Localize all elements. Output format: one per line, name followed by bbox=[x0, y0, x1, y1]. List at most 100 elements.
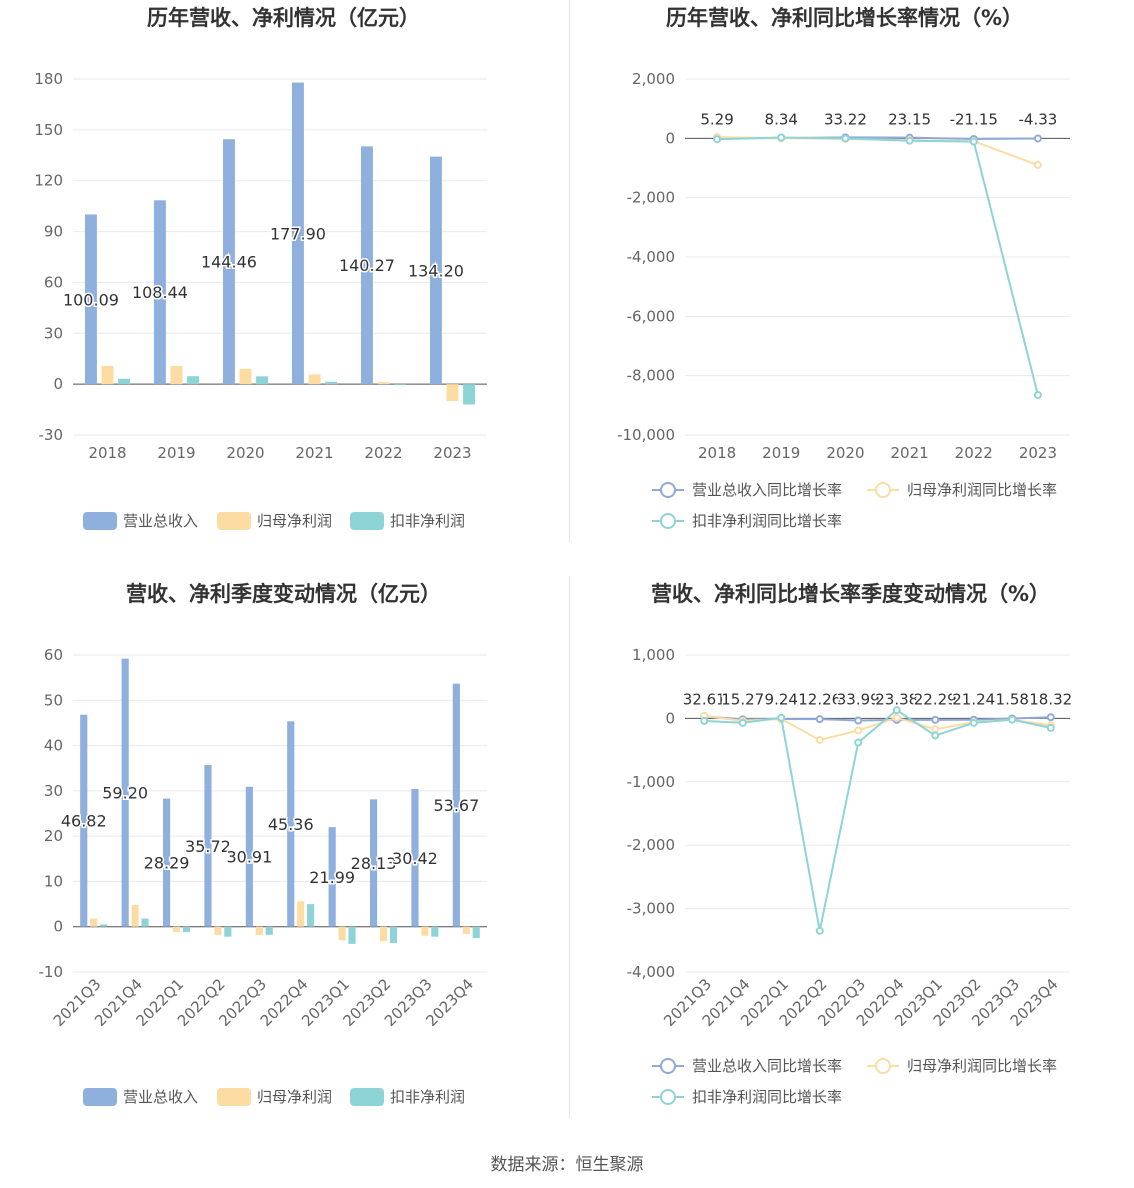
x-tick-label: 2018 bbox=[88, 444, 126, 462]
y-tick-label: 40 bbox=[44, 737, 63, 755]
bar-net-profit bbox=[131, 904, 139, 927]
data-label: 30.42 bbox=[392, 849, 438, 868]
y-tick-label: 1,000 bbox=[632, 646, 675, 664]
annual-growth-rate-chart: 历年营收、净利同比增长率情况（%） 2,000 0 -2,000 -4,000 -6,0… bbox=[567, 0, 1134, 570]
data-label: 100.09 bbox=[63, 290, 119, 309]
chart-title: 营收、净利季度变动情况（亿元） bbox=[126, 582, 441, 606]
legend-label: 营业总收入同比增长率 bbox=[692, 481, 842, 499]
bar-revenue bbox=[245, 786, 253, 927]
data-point bbox=[931, 725, 940, 734]
bar-revenue bbox=[287, 721, 295, 927]
chart-title: 营收、净利同比增长率季度变动情况（%） bbox=[650, 582, 1051, 606]
bar-net-profit bbox=[239, 368, 252, 385]
y-tick-label: 20 bbox=[44, 827, 63, 845]
x-tick-label: 2019 bbox=[762, 444, 800, 462]
bar-revenue bbox=[452, 683, 460, 927]
y-tick-label: 60 bbox=[44, 273, 63, 291]
data-point bbox=[905, 136, 914, 145]
data-point bbox=[777, 133, 786, 142]
data-label: 23.38 bbox=[875, 690, 918, 708]
legend-label: 扣非净利润 bbox=[390, 512, 465, 530]
y-tick-label: 0 bbox=[665, 129, 675, 147]
data-point bbox=[815, 926, 824, 935]
data-label: 1.58 bbox=[996, 690, 1029, 708]
bar-deducted-net-profit bbox=[325, 381, 338, 385]
data-label: 18.32 bbox=[1029, 690, 1072, 708]
bar-deducted-net-profit bbox=[100, 924, 108, 927]
y-tick-label: 0 bbox=[665, 709, 675, 727]
legend-label: 营业总收入 bbox=[123, 1088, 198, 1106]
bar-deducted-net-profit bbox=[348, 926, 356, 944]
chart-title: 历年营收、净利情况（亿元） bbox=[147, 6, 420, 30]
data-label: 33.99 bbox=[837, 690, 880, 708]
bar-net-profit bbox=[421, 926, 429, 936]
bar-deducted-net-profit bbox=[187, 376, 200, 385]
data-point bbox=[969, 718, 978, 727]
series-line bbox=[717, 136, 1039, 396]
data-source: 数据来源：恒生聚源 bbox=[490, 1155, 644, 1175]
data-point bbox=[1033, 161, 1042, 170]
y-tick-label: -4,000 bbox=[627, 963, 675, 981]
y-tick-label: -2,000 bbox=[627, 836, 675, 854]
quarterly-revenue-profit-chart: 营收、净利季度变动情况（亿元） -10 0 10 20 30 40 50 60 46.82 59.… bbox=[0, 576, 567, 1146]
x-tick-label: 2023 bbox=[433, 444, 471, 462]
data-label: 23.15 bbox=[888, 110, 931, 128]
bar-deducted-net-profit bbox=[431, 926, 439, 937]
bar-net-profit bbox=[172, 926, 181, 933]
x-tick-label: 2022 bbox=[364, 444, 402, 462]
annual-revenue-profit-chart: 历年营收、净利情况（亿元） -30 0 30 60 90 120 150 180 100.09 1… bbox=[0, 0, 567, 570]
bar-deducted-net-profit bbox=[256, 376, 269, 385]
data-label: 134.20 bbox=[408, 261, 464, 280]
data-label: 5.29 bbox=[700, 110, 733, 128]
bar-net-profit bbox=[338, 926, 346, 941]
y-tick-label: -8,000 bbox=[627, 367, 675, 385]
legend-marker bbox=[660, 513, 676, 529]
x-tick-label: 2020 bbox=[826, 444, 864, 462]
bar-net-profit bbox=[462, 926, 470, 934]
legend-swatch bbox=[350, 1088, 384, 1106]
bar-deducted-net-profit bbox=[389, 926, 398, 944]
legend-label: 归母净利润同比增长率 bbox=[907, 1057, 1057, 1075]
legend-swatch bbox=[217, 1088, 251, 1106]
data-label: 28.29 bbox=[144, 854, 190, 873]
data-point bbox=[777, 713, 786, 722]
data-label: -4.33 bbox=[1019, 110, 1058, 128]
bar-deducted-net-profit bbox=[394, 384, 407, 386]
data-label: 33.22 bbox=[824, 110, 867, 128]
data-point bbox=[854, 726, 863, 735]
divider bbox=[569, 0, 570, 542]
y-tick-label: -1,000 bbox=[627, 773, 675, 791]
bar-net-profit bbox=[446, 384, 459, 402]
data-label: 108.44 bbox=[132, 283, 188, 302]
divider bbox=[569, 576, 570, 1118]
data-label: 12.26 bbox=[798, 690, 841, 708]
legend-marker bbox=[875, 482, 891, 498]
data-label: -21.15 bbox=[950, 110, 998, 128]
data-label: 30.91 bbox=[226, 848, 272, 867]
data-label: 45.36 bbox=[268, 815, 314, 834]
data-point bbox=[700, 716, 709, 725]
data-point bbox=[713, 135, 722, 144]
data-point bbox=[1008, 715, 1017, 724]
legend-label: 归母净利润 bbox=[257, 1088, 332, 1106]
data-point bbox=[854, 738, 863, 747]
data-label: 21.24 bbox=[952, 690, 995, 708]
bar-net-profit bbox=[297, 901, 305, 927]
quarterly-growth-rate-chart: 营收、净利同比增长率季度变动情况（%） 1,000 0 -1,000 -2,000 -3… bbox=[567, 576, 1134, 1146]
series-line bbox=[704, 708, 1051, 931]
y-tick-label: -3,000 bbox=[627, 900, 675, 918]
bar-deducted-net-profit bbox=[265, 926, 273, 935]
data-label: 9.24 bbox=[765, 690, 798, 708]
y-tick-label: 2,000 bbox=[632, 70, 675, 88]
bar-revenue bbox=[328, 827, 336, 927]
legend-swatch bbox=[83, 1088, 117, 1106]
legend-label: 归母净利润 bbox=[257, 512, 332, 530]
y-tick-label: 60 bbox=[44, 646, 63, 664]
legend-marker bbox=[660, 1089, 676, 1105]
chart-canvas: -10 0 10 20 30 40 50 60 46.82 59.20 28.2935.7230.9… bbox=[39, 646, 487, 1106]
bar-deducted-net-profit bbox=[307, 904, 315, 927]
data-point bbox=[815, 735, 824, 744]
bar-revenue bbox=[153, 200, 166, 385]
legend-label: 营业总收入同比增长率 bbox=[692, 1057, 842, 1075]
data-point bbox=[892, 713, 901, 722]
